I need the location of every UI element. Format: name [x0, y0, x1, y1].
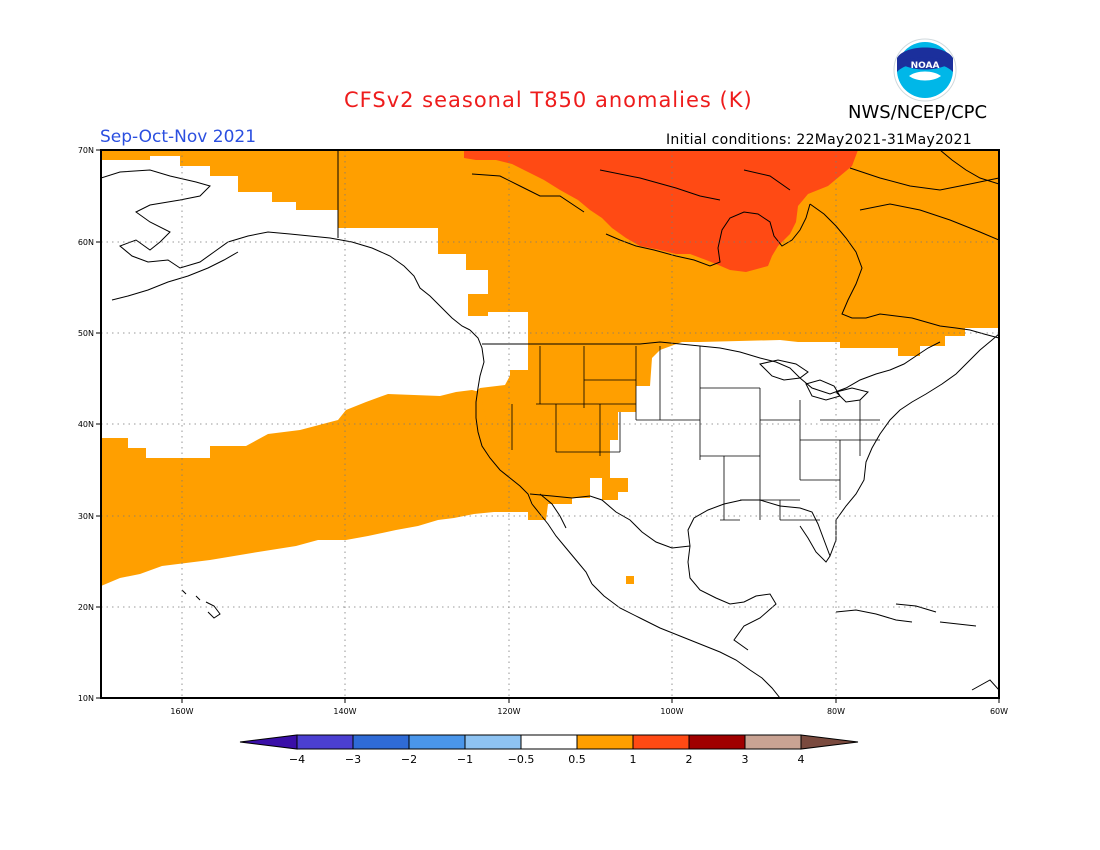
lon-label-140w: 140W [333, 707, 356, 716]
colorbar-label-8: 3 [742, 753, 749, 766]
colorbar-swatch-5 [520, 734, 578, 750]
coastline-pacific-northwest [469, 329, 533, 505]
coastline-atlantic [829, 333, 999, 557]
map-title: CFSv2 seasonal T850 anomalies (K) [344, 88, 753, 112]
coastline-hawaii [181, 589, 221, 619]
coastline-alaska [101, 169, 471, 331]
colorbar-swatch-10 [800, 734, 859, 750]
coastline-mexico-pacific [591, 583, 781, 698]
colorbar-label-0: −4 [289, 753, 305, 766]
colorbar-label-3: −1 [457, 753, 473, 766]
great-lakes [759, 359, 869, 403]
colorbar-swatch-0 [239, 734, 298, 750]
axis-ticks [96, 149, 1000, 703]
anomaly-area-hudson-red [464, 150, 858, 272]
coastline-hudson-bay [605, 203, 811, 267]
colorbar-swatch-3 [408, 734, 466, 750]
colorbar-label-6: 1 [630, 753, 637, 766]
colorbar-label-5: 0.5 [568, 753, 586, 766]
colorbar-swatch-8 [688, 734, 746, 750]
colorbar-swatch-7 [632, 734, 690, 750]
colorbar-swatch-4 [464, 734, 522, 750]
agency-label: NWS/NCEP/CPC [848, 102, 988, 123]
coastline-gulf [687, 499, 831, 651]
colorbar-swatch-2 [352, 734, 410, 750]
coastline-greenland [939, 150, 999, 185]
lat-label-60n: 60N [78, 238, 94, 247]
colorbar [239, 734, 859, 750]
graticule [101, 150, 999, 698]
lon-label-100w: 100W [660, 707, 683, 716]
coastline-aleutians [111, 251, 239, 301]
lat-label-40n: 40N [78, 420, 94, 429]
coastline-canada-east [809, 203, 999, 339]
border-us-canada [482, 341, 941, 395]
colorbar-label-4: −0.5 [508, 753, 535, 766]
lon-label-60w: 60W [990, 707, 1008, 716]
colorbar-label-9: 4 [798, 753, 805, 766]
lat-label-50n: 50N [78, 329, 94, 338]
noaa-logo: NOAA [893, 38, 957, 102]
lon-label-120w: 120W [497, 707, 520, 716]
anomaly-dot-mexico-orange [626, 576, 634, 584]
anomaly-area-pacific-band-orange [101, 390, 512, 586]
colorbar-swatch-1 [296, 734, 354, 750]
lon-label-160w: 160W [170, 707, 193, 716]
noaa-logo-text: NOAA [911, 61, 940, 71]
lat-label-10n: 10N [78, 694, 94, 703]
initial-conditions-label: Initial conditions: 22May2021-31May2021 [666, 132, 972, 148]
coastline-cuba-caribbean [835, 603, 999, 691]
lat-label-70n: 70N [78, 146, 94, 155]
colorbar-swatch-6 [576, 734, 634, 750]
season-label: Sep-Oct-Nov 2021 [100, 127, 257, 147]
us-state-lines [511, 346, 880, 521]
border-us-mexico [529, 493, 691, 549]
colorbar-swatch-9 [744, 734, 802, 750]
colorbar-label-2: −2 [401, 753, 417, 766]
lat-label-20n: 20N [78, 603, 94, 612]
lon-label-80w: 80W [827, 707, 845, 716]
colorbar-label-1: −3 [345, 753, 361, 766]
colorbar-label-7: 2 [686, 753, 693, 766]
coastline-arctic-islands [471, 167, 999, 241]
lat-label-30n: 30N [78, 512, 94, 521]
